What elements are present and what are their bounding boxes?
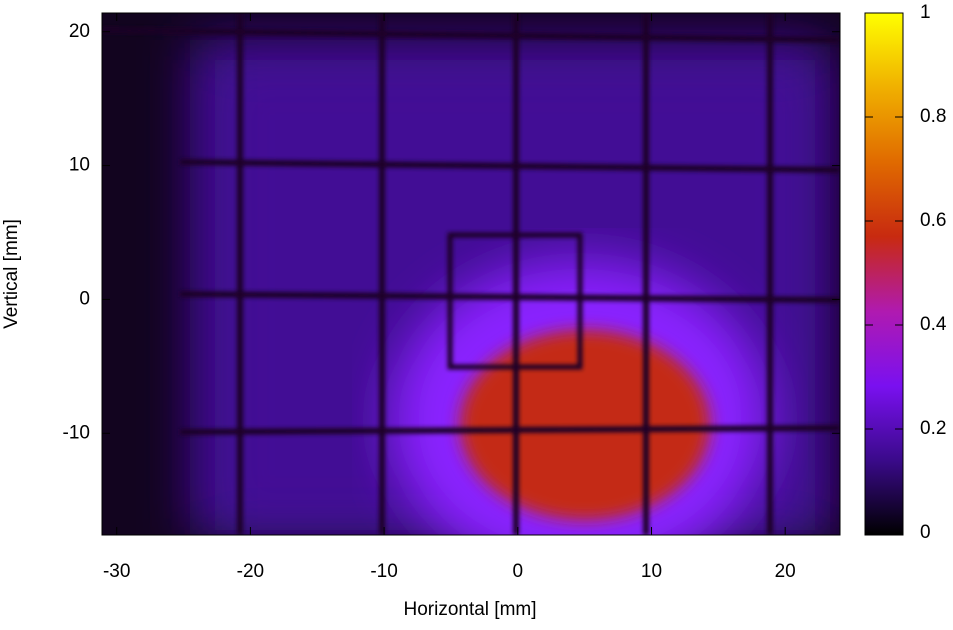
y-tick-label: 0 bbox=[79, 288, 90, 309]
y-tick-label: -10 bbox=[63, 422, 90, 443]
x-tick-label: -20 bbox=[237, 561, 264, 582]
x-axis-label: Horizontal [mm] bbox=[403, 599, 536, 620]
colorbar bbox=[864, 12, 904, 536]
colorbar-tick-label: 0.2 bbox=[920, 418, 946, 439]
colorbar-tick-label: 0 bbox=[920, 522, 931, 543]
plot-frame bbox=[101, 12, 841, 536]
y-tick-label: 20 bbox=[69, 21, 90, 42]
x-tick-label: -30 bbox=[103, 561, 130, 582]
x-tick-label: -10 bbox=[370, 561, 397, 582]
colorbar-tick-label: 0.6 bbox=[920, 210, 946, 231]
colorbar-tick-label: 0.8 bbox=[920, 106, 946, 127]
y-tick-label: 10 bbox=[69, 155, 90, 176]
x-tick-label: 20 bbox=[775, 561, 796, 582]
y-axis-label: Vertical [mm] bbox=[1, 219, 22, 329]
x-tick-label: 0 bbox=[513, 561, 524, 582]
colorbar-tick-label: 0.4 bbox=[920, 314, 947, 335]
heatmap-image bbox=[102, 13, 840, 535]
colorbar-tick-label: 1 bbox=[920, 2, 931, 23]
x-tick-label: 10 bbox=[641, 561, 662, 582]
